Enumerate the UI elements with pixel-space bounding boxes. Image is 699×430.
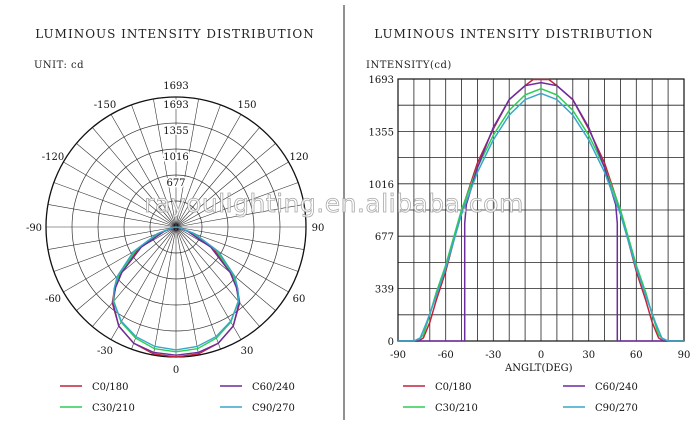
legend-label: C30/210 bbox=[92, 403, 135, 414]
polar-legend: C0/180 C30/210 C60/240 C90/270 bbox=[60, 382, 295, 414]
polar-title: LUMINOUS INTENSITY DISTRIBUTION bbox=[35, 27, 315, 41]
polar-angle-label: 150 bbox=[237, 100, 256, 111]
polar-radial-tick-label: 1355 bbox=[163, 126, 188, 137]
cartesian-y-axis-label: INTENSITY(cd) bbox=[366, 60, 452, 71]
polar-angle-label: 30 bbox=[241, 346, 254, 357]
polar-spoke bbox=[175, 226, 221, 350]
polar-spoke bbox=[175, 114, 242, 228]
polar-center-label: 0 bbox=[173, 223, 179, 234]
polar-spoke bbox=[175, 104, 221, 228]
cartesian-y-tick-label: 1693 bbox=[369, 75, 394, 86]
polar-radial-tick-label: 677 bbox=[166, 178, 185, 189]
cartesian-x-tick-label: 30 bbox=[582, 350, 595, 361]
polar-spoke bbox=[175, 127, 260, 228]
polar-spoke bbox=[92, 127, 177, 228]
polar-angle-label: -90 bbox=[26, 223, 42, 234]
polar-spoke bbox=[92, 226, 177, 327]
cartesian-x-tick-label: -30 bbox=[485, 350, 501, 361]
cartesian-x-tick-label: -90 bbox=[390, 350, 406, 361]
cartesian-series-line-C90-270 bbox=[398, 92, 684, 342]
legend-label: C60/240 bbox=[252, 382, 295, 393]
polar-spoke bbox=[47, 226, 177, 250]
cartesian-legend: C0/180 C30/210 C60/240 C90/270 bbox=[403, 382, 638, 414]
cartesian-series-line-C60-240 bbox=[398, 81, 684, 342]
polar-angle-label: -150 bbox=[94, 100, 116, 111]
polar-spoke bbox=[175, 226, 276, 311]
polar-spoke bbox=[175, 226, 260, 327]
polar-spoke bbox=[175, 226, 289, 293]
cartesian-title: LUMINOUS INTENSITY DISTRIBUTION bbox=[374, 27, 654, 41]
legend-label: C0/180 bbox=[92, 382, 128, 393]
polar-angle-label: 1693 bbox=[163, 81, 188, 92]
polar-spoke bbox=[63, 226, 177, 293]
polar-angle-label: 60 bbox=[293, 294, 306, 305]
polar-spoke bbox=[175, 143, 276, 228]
cartesian-x-tick-label: 0 bbox=[538, 350, 544, 361]
polar-radial-tick-label: 1016 bbox=[163, 152, 188, 163]
polar-series-line-C30-210 bbox=[113, 226, 239, 353]
legend-label: C30/210 bbox=[435, 403, 478, 414]
legend-label: C60/240 bbox=[595, 382, 638, 393]
polar-angle-label: -120 bbox=[42, 152, 64, 163]
legend-label: C90/270 bbox=[595, 403, 638, 414]
polar-series-line-C0-180 bbox=[111, 226, 241, 358]
polar-spoke bbox=[53, 182, 177, 228]
polar-ring bbox=[149, 200, 203, 254]
polar-series-line-C60-240 bbox=[112, 226, 240, 356]
cartesian-x-tick-label: 60 bbox=[630, 350, 643, 361]
legend-label: C90/270 bbox=[252, 403, 295, 414]
polar-spoke bbox=[76, 226, 177, 311]
polar-angle-label: 0 bbox=[173, 365, 179, 376]
polar-unit-label: UNIT: cd bbox=[34, 60, 84, 71]
polar-series-line-C90-270 bbox=[112, 226, 240, 351]
polar-spoke bbox=[175, 98, 199, 228]
polar-ring bbox=[97, 148, 255, 306]
polar-spoke bbox=[47, 204, 177, 228]
polar-spoke bbox=[175, 204, 305, 228]
polar-spoke bbox=[153, 226, 177, 356]
cartesian-x-axis-label: ANGLT(DEG) bbox=[504, 363, 573, 374]
polar-angle-label: 90 bbox=[312, 223, 325, 234]
polar-spoke bbox=[153, 98, 177, 228]
cartesian-y-tick-label: 339 bbox=[375, 285, 394, 296]
cartesian-x-tick-label: 90 bbox=[678, 350, 691, 361]
polar-spoke bbox=[175, 182, 299, 228]
polar-chart: 677 1016 1355 1693 0 1693 -150 150 -120 120 -90 90 -… bbox=[26, 81, 324, 376]
polar-spoke bbox=[175, 161, 289, 228]
polar-spoke bbox=[76, 143, 177, 228]
legend-label: C0/180 bbox=[435, 382, 471, 393]
watermark-text: rayoulighting.en.alibaba.com bbox=[144, 189, 524, 218]
cartesian-x-tick-label: -60 bbox=[438, 350, 454, 361]
cartesian-y-tick-label: 0 bbox=[388, 337, 394, 348]
cartesian-y-tick-label: 677 bbox=[375, 232, 394, 243]
polar-spoke bbox=[175, 226, 305, 250]
cartesian-chart: 0 339 677 1016 1355 1693 -90 -60 -30 0 30 60 90 bbox=[369, 75, 691, 361]
polar-angle-label: -60 bbox=[45, 294, 61, 305]
polar-spoke bbox=[63, 161, 177, 228]
polar-spoke bbox=[175, 226, 199, 356]
polar-spoke bbox=[110, 114, 177, 228]
polar-ring bbox=[123, 174, 229, 280]
cartesian-y-tick-label: 1355 bbox=[369, 127, 394, 138]
cartesian-y-tick-label: 1016 bbox=[369, 180, 394, 191]
polar-spoke bbox=[131, 226, 177, 350]
polar-ring bbox=[71, 122, 281, 332]
polar-spoke bbox=[131, 104, 177, 228]
cartesian-series-line-C0-180 bbox=[398, 78, 684, 342]
polar-radial-tick-label: 1693 bbox=[163, 100, 188, 111]
polar-angle-label: -30 bbox=[97, 346, 113, 357]
polar-angle-label: 120 bbox=[289, 152, 308, 163]
